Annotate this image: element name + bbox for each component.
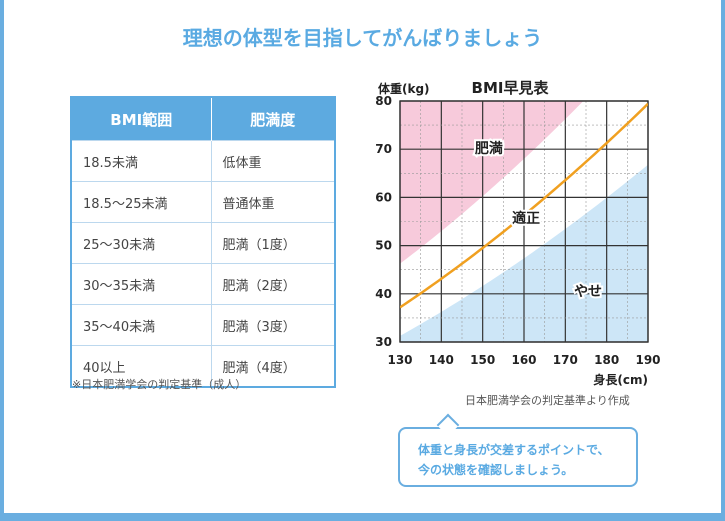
table-row: 18.5未満 低体重	[70, 140, 336, 182]
table-row: 35〜40未満 肥満（3度）	[70, 304, 336, 346]
obesity-level-cell: 肥満（4度）	[210, 345, 336, 388]
obesity-level-cell: 低体重	[210, 140, 336, 182]
table-note: ※日本肥満学会の判定基準（成人）	[72, 378, 247, 391]
x-tick-label: 150	[470, 353, 495, 367]
obese-label: 肥満	[475, 140, 503, 157]
y-axis-label: 体重(kg)	[378, 81, 430, 96]
y-tick-label: 50	[375, 239, 392, 253]
obesity-level-cell: 肥満（3度）	[210, 304, 336, 346]
bmi-range-cell: 40以上	[70, 345, 212, 388]
plot-frame	[399, 100, 649, 343]
page-title: 理想の体型を目指してがんばりましょう	[182, 26, 543, 50]
bmi-range-cell: 35〜40未満	[70, 304, 212, 346]
x-tick-label: 130	[387, 353, 412, 367]
obesity-level-cell: 普通体重	[210, 181, 336, 223]
y-tick-label: 70	[375, 142, 392, 156]
bmi-range-cell: 25〜30未満	[70, 222, 212, 264]
callout-line-1: 体重と身長が交差するポイントで、	[418, 443, 610, 457]
table-row: 30〜35未満 肥満（2度）	[70, 263, 336, 305]
ideal-label: 適正	[512, 210, 540, 227]
obesity-level-cell: 肥満（1度）	[210, 222, 336, 264]
y-tick-label: 30	[375, 335, 392, 349]
bmi-table: BMI範囲 肥満度 18.5未満 低体重 18.5〜25未満 普通体重 25〜30未…	[70, 96, 336, 388]
x-tick-label: 190	[635, 353, 660, 367]
x-tick-label: 170	[553, 353, 578, 367]
obesity-level-cell: 肥満（2度）	[210, 263, 336, 305]
callout-box	[398, 427, 638, 487]
x-tick-label: 160	[511, 353, 536, 367]
table-row: 40以上 肥満（4度）	[70, 345, 336, 388]
x-tick-label: 180	[594, 353, 619, 367]
header-bmi-range: BMI範囲	[71, 97, 212, 141]
x-tick-label: 140	[429, 353, 454, 367]
y-tick-label: 80	[375, 94, 392, 108]
chart-title: BMI早見表	[472, 79, 550, 97]
thin-label: やせ	[574, 284, 602, 300]
callout-text: 体重と身長が交差するポイントで、 今の状態を確認しましょう。	[418, 440, 628, 480]
bmi-range-cell: 18.5未満	[70, 140, 212, 182]
header-obesity-level: 肥満度	[211, 97, 335, 141]
bmi-range-cell: 18.5〜25未満	[70, 181, 212, 223]
table-row: 18.5〜25未満 普通体重	[70, 181, 336, 223]
x-axis-label: 身長(cm)	[593, 372, 648, 387]
source-note: 日本肥満学会の判定基準より作成	[465, 394, 630, 407]
callout-line-2: 今の状態を確認しましょう。	[418, 463, 574, 477]
table-row: 25〜30未満 肥満（1度）	[70, 222, 336, 264]
y-tick-label: 40	[375, 287, 392, 301]
table-header-row: BMI範囲 肥満度	[71, 97, 335, 141]
y-tick-label: 60	[375, 190, 392, 204]
bmi-range-cell: 30〜35未満	[70, 263, 212, 305]
ideal-weight-line	[400, 102, 648, 309]
